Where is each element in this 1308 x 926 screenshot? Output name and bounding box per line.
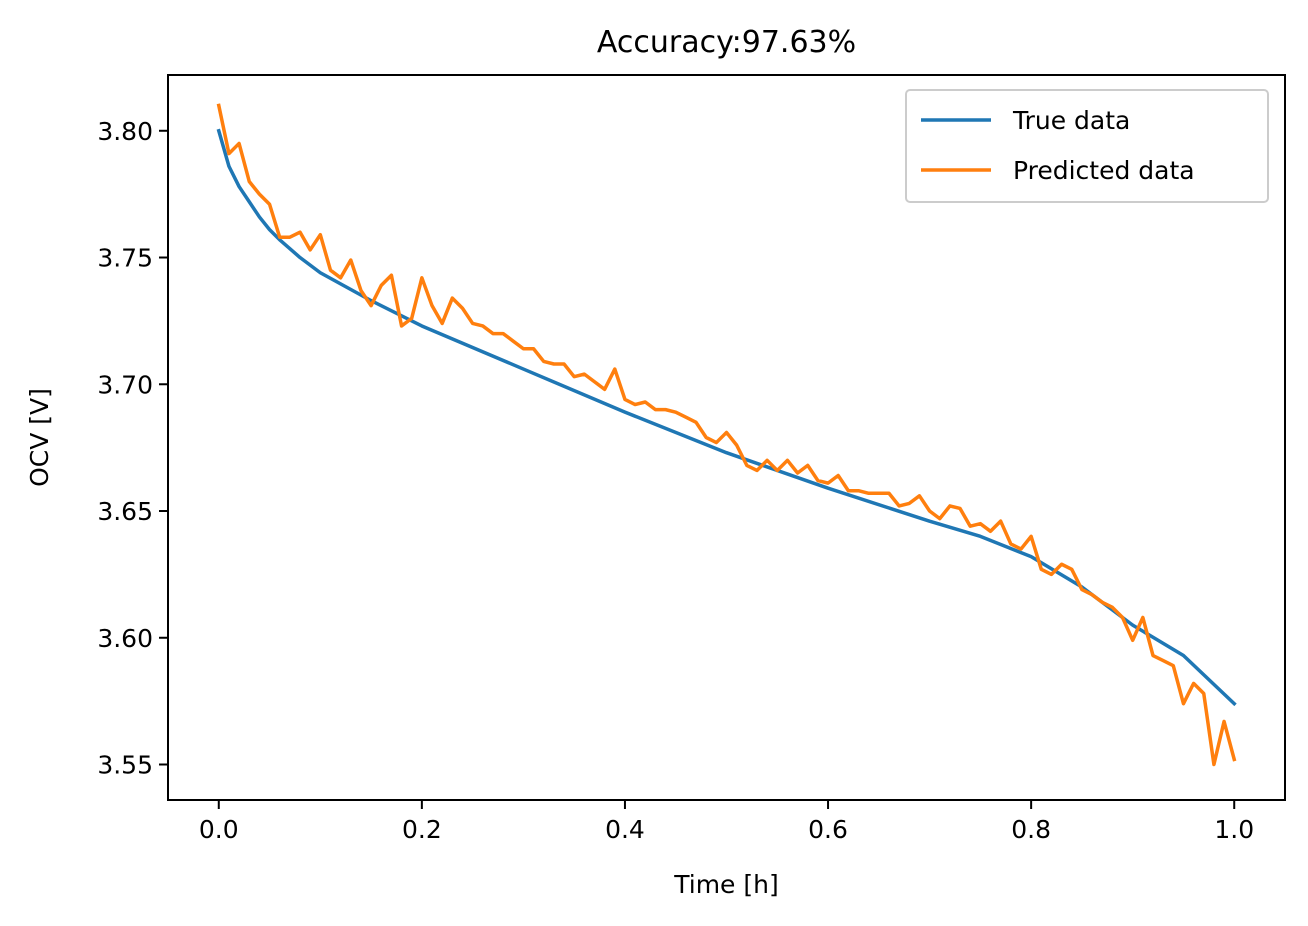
y-axis-label: OCV [V] (25, 388, 54, 487)
y-tick-label: 3.80 (97, 117, 153, 146)
x-tick-label: 0.6 (808, 815, 848, 844)
legend: True data Predicted data (905, 89, 1269, 203)
series-layer (216, 103, 1237, 767)
legend-label-true-data: True data (1012, 106, 1130, 135)
chart-title: Accuracy:97.63% (597, 25, 856, 60)
x-tick-label: 0.8 (1011, 815, 1051, 844)
y-tick-label: 3.60 (97, 624, 153, 653)
plot-area (167, 74, 1286, 801)
x-tick-label: 0.2 (402, 815, 442, 844)
y-tick-label: 3.70 (97, 370, 153, 399)
y-tick-label: 3.75 (97, 244, 153, 273)
y-tick-label: 3.65 (97, 497, 153, 526)
x-axis-label: Time [h] (673, 870, 778, 899)
plot-frame (167, 74, 1286, 801)
legend-label-predicted-data: Predicted data (1013, 156, 1195, 185)
series-line-true-data (216, 128, 1237, 707)
x-tick-label: 1.0 (1214, 815, 1254, 844)
series-line-predicted-data (216, 103, 1237, 767)
legend-frame (905, 89, 1269, 203)
y-axis: 3.55 3.60 3.65 3.70 3.75 3.80 (97, 117, 168, 780)
x-tick-label: 0.0 (199, 815, 239, 844)
x-tick-label: 0.4 (605, 815, 645, 844)
x-axis: 0.0 0.2 0.4 0.6 0.8 1.0 (199, 800, 1254, 844)
y-tick-label: 3.55 (97, 751, 153, 780)
